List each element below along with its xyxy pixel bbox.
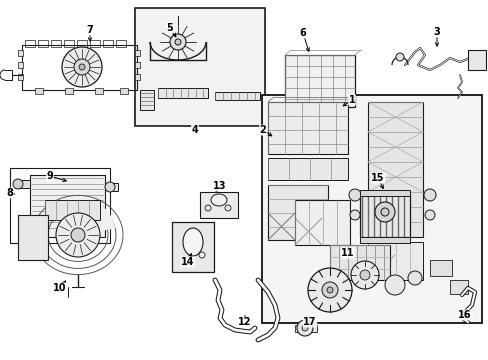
- Bar: [285, 55, 354, 107]
- Ellipse shape: [296, 320, 312, 336]
- Bar: [140, 90, 154, 110]
- Bar: [158, 88, 207, 98]
- Bar: [18, 62, 23, 68]
- Bar: [294, 200, 349, 245]
- Ellipse shape: [79, 64, 85, 70]
- Text: 1: 1: [348, 95, 355, 105]
- Ellipse shape: [380, 208, 388, 216]
- Ellipse shape: [224, 205, 230, 211]
- Bar: [262, 95, 481, 323]
- Text: 2: 2: [259, 125, 266, 135]
- Ellipse shape: [395, 53, 403, 61]
- Text: 7: 7: [86, 25, 93, 35]
- Text: 13: 13: [213, 181, 226, 191]
- Bar: [38, 40, 48, 47]
- Bar: [267, 102, 347, 154]
- Bar: [18, 50, 23, 56]
- Text: 14: 14: [181, 257, 194, 267]
- Bar: [294, 325, 316, 332]
- Ellipse shape: [326, 287, 332, 293]
- Ellipse shape: [348, 189, 360, 201]
- Bar: [267, 185, 327, 240]
- Ellipse shape: [182, 258, 190, 266]
- Text: 6: 6: [299, 28, 306, 38]
- Bar: [18, 180, 30, 188]
- Bar: [51, 40, 61, 47]
- Bar: [22, 45, 137, 90]
- Ellipse shape: [359, 270, 369, 280]
- Bar: [135, 74, 140, 80]
- Bar: [200, 192, 238, 218]
- Bar: [77, 40, 87, 47]
- Bar: [449, 280, 467, 294]
- Text: 17: 17: [303, 317, 316, 327]
- Text: 15: 15: [370, 173, 384, 183]
- Text: 11: 11: [341, 248, 354, 258]
- Text: 5: 5: [166, 23, 173, 33]
- Bar: [329, 245, 389, 280]
- Ellipse shape: [374, 202, 394, 222]
- Ellipse shape: [384, 275, 404, 295]
- Ellipse shape: [56, 213, 100, 257]
- Bar: [359, 237, 409, 243]
- Bar: [135, 8, 264, 126]
- Ellipse shape: [13, 179, 23, 189]
- Ellipse shape: [350, 261, 378, 289]
- Ellipse shape: [423, 189, 435, 201]
- Bar: [35, 88, 43, 94]
- Ellipse shape: [307, 268, 351, 312]
- Bar: [18, 74, 23, 80]
- Bar: [95, 88, 103, 94]
- Bar: [103, 40, 113, 47]
- Bar: [25, 40, 35, 47]
- Bar: [108, 183, 118, 191]
- Ellipse shape: [183, 228, 203, 256]
- Bar: [116, 40, 126, 47]
- Bar: [30, 175, 105, 237]
- Text: 16: 16: [457, 310, 471, 320]
- Text: 12: 12: [238, 317, 251, 327]
- Bar: [267, 158, 347, 180]
- Ellipse shape: [175, 39, 181, 45]
- Text: 3: 3: [433, 27, 440, 37]
- Bar: [467, 50, 485, 70]
- Bar: [90, 40, 100, 47]
- Bar: [359, 195, 409, 237]
- Ellipse shape: [71, 228, 85, 242]
- Ellipse shape: [349, 210, 359, 220]
- Bar: [135, 62, 140, 68]
- Text: 10: 10: [53, 283, 67, 293]
- Bar: [64, 40, 74, 47]
- Bar: [429, 260, 451, 276]
- Bar: [359, 190, 409, 196]
- Ellipse shape: [105, 182, 115, 192]
- Wedge shape: [65, 197, 115, 235]
- Bar: [172, 222, 214, 272]
- Ellipse shape: [62, 47, 102, 87]
- Bar: [367, 242, 422, 280]
- Ellipse shape: [170, 34, 185, 50]
- Bar: [120, 88, 128, 94]
- Ellipse shape: [424, 210, 434, 220]
- Text: 4: 4: [191, 125, 198, 135]
- Text: 9: 9: [46, 171, 53, 181]
- Ellipse shape: [321, 282, 337, 298]
- Ellipse shape: [74, 59, 90, 75]
- Bar: [45, 200, 100, 220]
- Ellipse shape: [302, 325, 307, 331]
- Text: 8: 8: [6, 188, 13, 198]
- Ellipse shape: [204, 205, 210, 211]
- Bar: [18, 215, 48, 260]
- Ellipse shape: [407, 271, 421, 285]
- Bar: [135, 50, 140, 56]
- Bar: [367, 102, 422, 237]
- Ellipse shape: [199, 252, 204, 258]
- Bar: [65, 88, 73, 94]
- Bar: [215, 92, 260, 100]
- Ellipse shape: [210, 194, 226, 206]
- Bar: [10, 168, 110, 243]
